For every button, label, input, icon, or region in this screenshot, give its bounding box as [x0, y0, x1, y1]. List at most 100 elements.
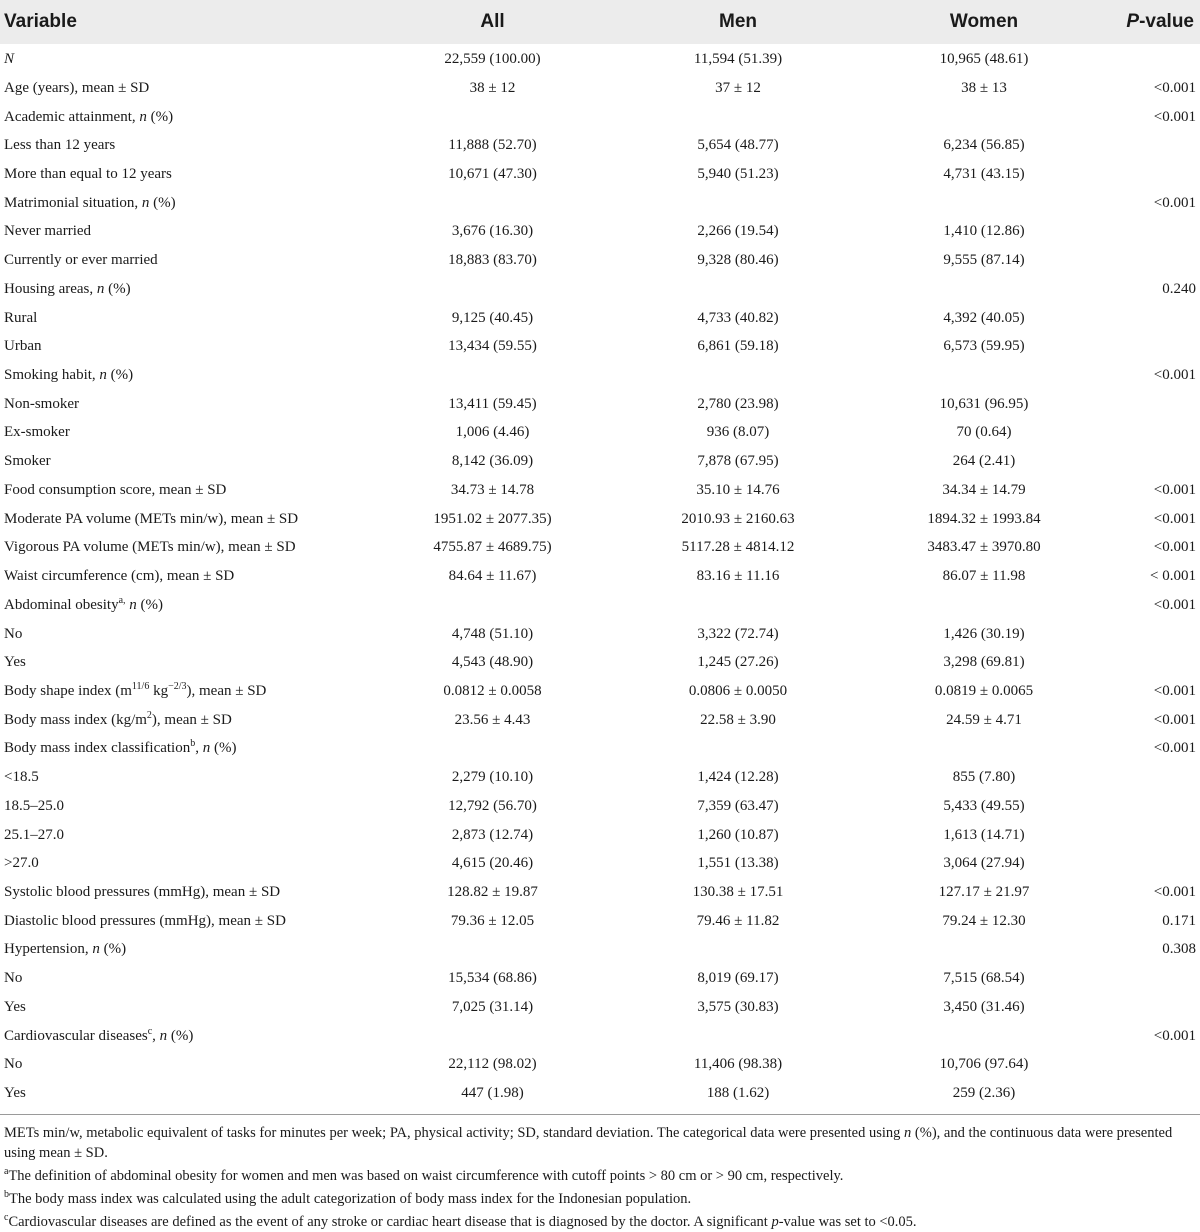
- cell-all: 4,543 (48.90): [451, 654, 534, 671]
- cell-men: 2,780 (23.98): [697, 395, 779, 412]
- cell-men: 936 (8.07): [706, 424, 770, 441]
- cell-pvalue: <0.001: [1153, 510, 1196, 527]
- row-label: Matrimonial situation, n (%): [4, 194, 176, 211]
- cell-men: 2,266 (19.54): [697, 223, 779, 240]
- cell-all: 2,279 (10.10): [451, 769, 534, 786]
- cell-women: 3483.47 ± 3970.80: [927, 539, 1041, 556]
- cell-men: [590, 189, 886, 218]
- cell-men: [590, 735, 886, 764]
- row-label: Waist circumference (cm), mean ± SD: [4, 568, 235, 585]
- cell-women: 10,706 (97.64): [939, 1056, 1029, 1073]
- cell-women: 4,731 (43.15): [943, 166, 1025, 183]
- table-body: N 22,559 (100.00) 11,594 (51.39) 10,965 (48…: [0, 44, 1200, 1108]
- cell-men: 3,322 (72.74): [697, 625, 779, 642]
- cell-all: 128.82 ± 19.87: [447, 883, 538, 900]
- table-row: Matrimonial situation, n (%) <0.001: [0, 189, 1200, 218]
- cell-women: [886, 1022, 1082, 1051]
- row-label: Yes: [4, 654, 26, 671]
- cell-men: 79.46 ± 11.82: [696, 912, 780, 929]
- row-label: Moderate PA volume (METs min/w), mean ± …: [4, 510, 299, 527]
- table-row: Food consumption score, mean ± SD 34.73 ±…: [0, 476, 1200, 505]
- cell-pvalue: <0.001: [1153, 108, 1196, 125]
- table-row: N 22,559 (100.00) 11,594 (51.39) 10,965 (48…: [0, 44, 1200, 74]
- cell-women: 5,433 (49.55): [943, 797, 1025, 814]
- cell-all: 0.0812 ± 0.0058: [443, 682, 542, 699]
- cell-women: 855 (7.80): [952, 769, 1016, 786]
- cell-all: 4755.87 ± 4689.75): [433, 539, 552, 556]
- row-label: Vigorous PA volume (METs min/w), mean ± …: [4, 539, 296, 556]
- cell-pvalue: 0.308: [1162, 941, 1196, 958]
- table-row: Yes 447 (1.98) 188 (1.62) 259 (2.36): [0, 1079, 1200, 1108]
- cell-pvalue: [1082, 246, 1200, 275]
- row-label: Cardiovascular diseasesc, n (%): [4, 1025, 194, 1044]
- row-label: Yes: [4, 998, 26, 1015]
- cell-women: 3,298 (69.81): [943, 654, 1025, 671]
- cell-women: 3,064 (27.94): [943, 855, 1025, 872]
- header-women: Women: [949, 11, 1019, 32]
- cell-pvalue: 0.240: [1162, 280, 1196, 297]
- cell-women: [886, 275, 1082, 304]
- cell-pvalue: [1082, 131, 1200, 160]
- cell-women: 79.24 ± 12.30: [942, 912, 1026, 929]
- cell-men: 83.16 ± 11.16: [696, 568, 780, 585]
- table-footnotes: METs min/w, metabolic equivalent of task…: [0, 1115, 1200, 1232]
- row-label: Academic attainment, n (%): [4, 108, 174, 125]
- cell-all: 79.36 ± 12.05: [450, 912, 535, 929]
- table-row: Urban 13,434 (59.55) 6,861 (59.18) 6,573 (5…: [0, 332, 1200, 361]
- cell-all: 1951.02 ± 2077.35): [433, 510, 552, 527]
- row-label: <18.5: [4, 769, 39, 786]
- cell-pvalue: <0.001: [1153, 367, 1196, 384]
- cell-all: 4,748 (51.10): [451, 625, 534, 642]
- cell-pvalue: [1082, 792, 1200, 821]
- header-men: Men: [719, 11, 757, 32]
- header-pvalue: P-value: [1082, 0, 1200, 44]
- cell-women: 9,555 (87.14): [943, 252, 1025, 269]
- table-row: Non-smoker 13,411 (59.45) 2,780 (23.98) 10,…: [0, 390, 1200, 419]
- header-all: All: [480, 11, 505, 32]
- row-label: No: [4, 625, 23, 642]
- cell-men: 3,575 (30.83): [697, 998, 779, 1015]
- cell-all: 1,006 (4.46): [455, 424, 530, 441]
- cell-pvalue: <0.001: [1153, 539, 1196, 556]
- cell-women: [886, 591, 1082, 620]
- cell-all: 447 (1.98): [461, 1085, 524, 1102]
- cell-all: [395, 361, 590, 390]
- table-row: Vigorous PA volume (METs min/w), mean ± …: [0, 534, 1200, 563]
- cell-women: 86.07 ± 11.98: [942, 568, 1026, 585]
- cell-pvalue: [1082, 964, 1200, 993]
- table-row: 25.1–27.0 2,873 (12.74) 1,260 (10.87) 1,613…: [0, 821, 1200, 850]
- cell-all: [395, 936, 590, 965]
- table-row: Body mass index (kg/m2), mean ± SD 23.56 …: [0, 706, 1200, 735]
- table-row: Less than 12 years 11,888 (52.70) 5,654 (4…: [0, 131, 1200, 160]
- cell-men: 5117.28 ± 4814.12: [681, 539, 795, 556]
- cell-men: 0.0806 ± 0.0050: [688, 682, 788, 699]
- cell-women: [886, 936, 1082, 965]
- table-row: Hypertension, n (%) 0.308: [0, 936, 1200, 965]
- cell-all: 8,142 (36.09): [451, 453, 534, 470]
- cell-all: 23.56 ± 4.43: [454, 711, 531, 728]
- cell-men: 1,551 (13.38): [697, 855, 779, 872]
- cell-men: 2010.93 ± 2160.63: [681, 510, 795, 527]
- row-label: Hypertension, n (%): [4, 941, 127, 958]
- cell-men: 6,861 (59.18): [697, 338, 779, 355]
- table-row: Smoking habit, n (%) <0.001: [0, 361, 1200, 390]
- table-row: Yes 4,543 (48.90) 1,245 (27.26) 3,298 (69.8…: [0, 648, 1200, 677]
- cell-women: [886, 735, 1082, 764]
- row-label: 18.5–25.0: [4, 797, 64, 814]
- cell-all: 38 ± 12: [469, 79, 516, 96]
- cell-all: 18,883 (83.70): [448, 252, 537, 269]
- row-label: N: [4, 50, 15, 67]
- cell-women: 259 (2.36): [952, 1085, 1016, 1102]
- cell-women: 264 (2.41): [952, 453, 1016, 470]
- cell-women: 4,392 (40.05): [943, 309, 1025, 326]
- cell-men: 5,940 (51.23): [697, 166, 779, 183]
- row-label: No: [4, 1056, 23, 1073]
- cell-women: 1,426 (30.19): [943, 625, 1025, 642]
- cell-women: 6,573 (59.95): [943, 338, 1025, 355]
- table-row: Waist circumference (cm), mean ± SD 84.64…: [0, 562, 1200, 591]
- table-row: No 22,112 (98.02) 11,406 (98.38) 10,706 (97…: [0, 1050, 1200, 1079]
- cell-all: 34.73 ± 14.78: [450, 481, 535, 498]
- cell-men: 11,594 (51.39): [693, 50, 783, 67]
- cell-men: 22.58 ± 3.90: [700, 711, 776, 728]
